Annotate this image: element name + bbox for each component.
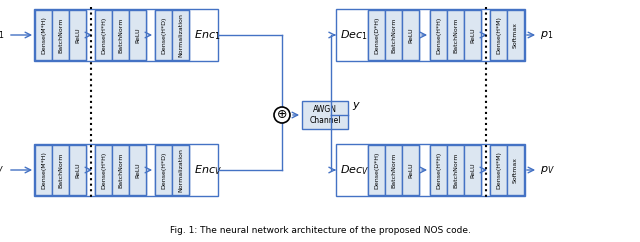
Bar [69,145,86,195]
Bar [368,145,419,195]
Bar [430,10,481,60]
Bar [129,145,146,195]
Bar [464,10,481,60]
Bar [35,145,52,195]
Text: Fig. 1: The neural network architecture of the proposed NOS code.: Fig. 1: The neural network architecture … [170,226,470,235]
Text: ReLU: ReLU [408,162,413,178]
Bar [490,145,524,195]
Bar [172,145,189,195]
Text: Dense(H*H): Dense(H*H) [436,151,441,189]
Text: Dense(D*H): Dense(D*H) [374,151,379,189]
Text: Dense(H*H): Dense(H*H) [101,151,106,189]
Bar [302,101,348,129]
Text: Dense(H*H): Dense(H*H) [436,16,441,54]
Text: $Enc_1$: $Enc_1$ [194,28,220,42]
Text: Dense(H*D): Dense(H*D) [161,151,166,189]
Text: $Dec_V$: $Dec_V$ [340,163,369,177]
Text: ReLU: ReLU [75,162,80,178]
Bar [430,145,481,195]
Bar [155,10,189,60]
Text: AWGN
Channel: AWGN Channel [309,105,340,125]
Bar [95,145,112,195]
Text: ReLU: ReLU [135,162,140,178]
Text: BatchNorm: BatchNorm [453,17,458,53]
Bar [69,10,86,60]
Text: Normalization: Normalization [178,148,183,192]
Text: BatchNorm: BatchNorm [453,152,458,188]
Bar [155,145,189,195]
Bar [52,145,69,195]
Bar [368,10,419,60]
Bar [368,10,385,60]
Bar [507,145,524,195]
Bar [52,10,69,60]
Bar [464,145,481,195]
Text: $\oplus$: $\oplus$ [276,108,287,121]
Bar [34,144,218,196]
Bar [385,10,402,60]
Bar [430,145,447,195]
Bar [35,10,86,60]
Text: $y$: $y$ [352,100,361,112]
Text: BatchNorm: BatchNorm [118,152,123,188]
Text: $x_V$: $x_V$ [0,164,5,176]
Bar [490,10,524,60]
Text: Dense(H*M): Dense(H*M) [496,16,501,54]
Text: $Enc_V$: $Enc_V$ [194,163,222,177]
Bar [336,9,525,61]
Text: ReLU: ReLU [470,27,475,43]
Bar [155,10,172,60]
Bar [490,10,507,60]
Bar [112,145,129,195]
Bar [172,10,189,60]
Text: Normalization: Normalization [178,13,183,57]
Bar [35,10,52,60]
Bar [129,10,146,60]
Bar [95,10,146,60]
Text: Dense(D*H): Dense(D*H) [374,16,379,54]
Bar [402,145,419,195]
Text: Dense(M*H): Dense(M*H) [41,16,46,54]
Text: ReLU: ReLU [470,162,475,178]
Bar [336,144,525,196]
Bar [155,145,172,195]
Bar [447,145,464,195]
Text: ReLU: ReLU [408,27,413,43]
Bar [490,145,507,195]
Bar [385,145,402,195]
Text: Dense(H*D): Dense(H*D) [161,16,166,54]
Text: BatchNorm: BatchNorm [58,17,63,53]
Bar [95,145,146,195]
Circle shape [274,107,290,123]
Text: BatchNorm: BatchNorm [58,152,63,188]
Text: Dense(H*M): Dense(H*M) [496,151,501,189]
Text: BatchNorm: BatchNorm [391,152,396,188]
Text: Softmax: Softmax [513,157,518,183]
Bar [507,10,524,60]
Text: $p_1$: $p_1$ [540,29,554,41]
Bar [95,10,112,60]
Text: BatchNorm: BatchNorm [118,17,123,53]
Text: $p_V$: $p_V$ [540,164,555,176]
Text: ReLU: ReLU [75,27,80,43]
Text: Dense(M*H): Dense(M*H) [41,151,46,189]
Bar [34,9,218,61]
Bar [112,10,129,60]
Text: ReLU: ReLU [135,27,140,43]
Bar [402,10,419,60]
Text: BatchNorm: BatchNorm [391,17,396,53]
Bar [447,10,464,60]
Bar [430,10,447,60]
Text: Softmax: Softmax [513,22,518,48]
Bar [35,145,86,195]
Text: $x_1$: $x_1$ [0,29,5,41]
Text: $Dec_1$: $Dec_1$ [340,28,368,42]
Bar [368,145,385,195]
Text: Dense(H*H): Dense(H*H) [101,16,106,54]
